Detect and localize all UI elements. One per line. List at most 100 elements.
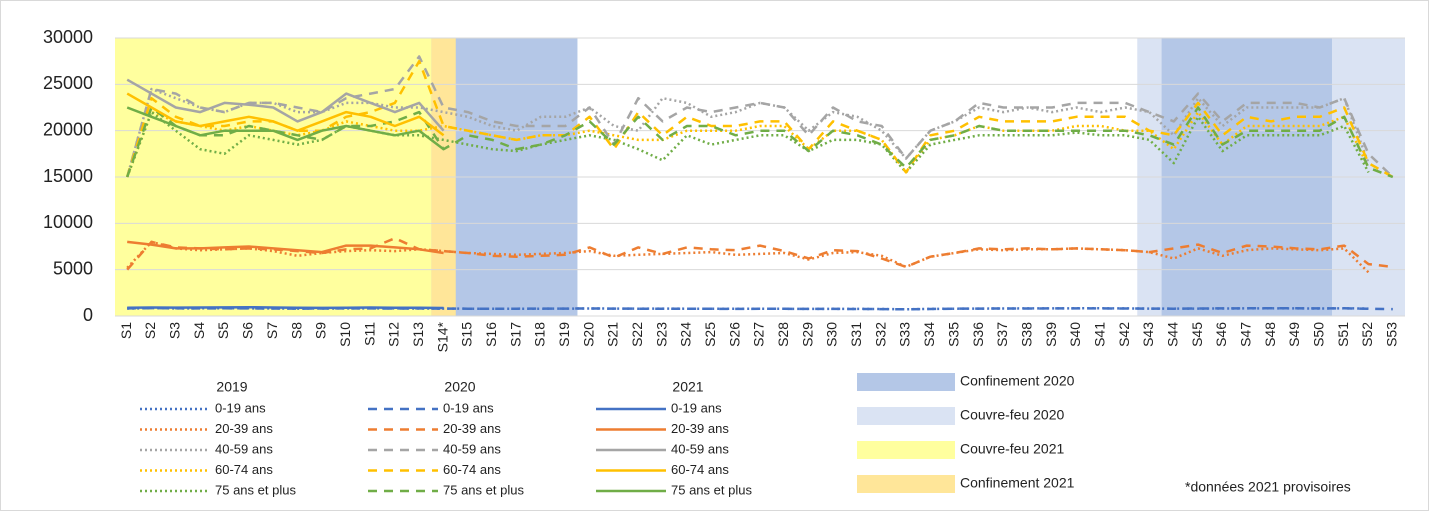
x-tick-label: S46 (1213, 322, 1229, 347)
x-tick-label: S9 (313, 322, 329, 339)
x-tick-label: S30 (824, 322, 840, 347)
legend-label: Confinement 2021 (960, 475, 1075, 491)
x-tick-label: S27 (751, 322, 767, 347)
legend-label: 60-74 ans (671, 462, 729, 477)
x-tick-label: S52 (1359, 322, 1375, 347)
y-tick-label: 20000 (43, 119, 93, 139)
x-tick-label: S28 (775, 322, 791, 347)
x-tick-label: S18 (532, 322, 548, 347)
x-tick-label: S42 (1116, 322, 1132, 347)
series-line (126, 92, 445, 137)
x-tick-label: S15 (459, 322, 475, 347)
x-tick-label: S12 (386, 322, 402, 347)
series-line (126, 78, 445, 132)
x-tick-label: S22 (629, 322, 645, 347)
x-tick-label: S39 (1043, 322, 1059, 347)
legend: 2019 0-19 ans 20-39 ans 40-59 ans 60-74 ans 7… (140, 373, 1075, 497)
legend-label: Confinement 2020 (960, 373, 1075, 389)
labels: 0 5000 10000 15000 20000 25000 30000 S1 S2 S3 S4 S5… (43, 27, 1400, 353)
x-tick-label: S44 (1164, 322, 1180, 347)
y-tick-label: 15000 (43, 166, 93, 186)
x-tick-label: S45 (1189, 322, 1205, 347)
x-tick-label: S29 (799, 322, 815, 347)
x-tick-label: S19 (556, 322, 572, 347)
series-line (126, 106, 1394, 179)
legend-label: 20-39 ans (215, 421, 273, 436)
x-tick-label: S3 (167, 322, 183, 339)
legend-label: 75 ans et plus (215, 482, 296, 497)
legend-label: 40-59 ans (443, 441, 501, 456)
x-tick-label: S26 (726, 322, 742, 347)
x-tick-label: S6 (240, 322, 256, 339)
legend-label: 40-59 ans (671, 441, 729, 456)
legend-label: Couvre-feu 2020 (960, 407, 1065, 423)
legend-header: 2019 (216, 379, 247, 395)
x-tick-label: S32 (872, 322, 888, 347)
x-tick-label: S37 (994, 322, 1010, 347)
series-line (126, 236, 1393, 271)
legend-label: 60-74 ans (215, 462, 273, 477)
x-tick-label: S43 (1140, 322, 1156, 347)
x-tick-label: S11 (361, 322, 377, 346)
legend-swatch (857, 441, 955, 459)
legend-label: 75 ans et plus (443, 482, 524, 497)
legend-label: 75 ans et plus (671, 482, 752, 497)
y-tick-label: 0 (83, 305, 93, 325)
x-tick-label: S35 (945, 322, 961, 347)
legend-header: 2020 (444, 379, 475, 395)
legend-label: 0-19 ans (671, 400, 722, 415)
series-line (127, 240, 444, 255)
x-tick-label: S20 (580, 322, 596, 347)
x-tick-label: S10 (337, 322, 353, 347)
x-tick-label: S5 (215, 322, 231, 339)
x-tick-label: S53 (1384, 322, 1400, 347)
x-tick-label: S2 (142, 322, 158, 339)
series-line (126, 106, 445, 151)
x-tick-label: S51 (1335, 322, 1351, 347)
legend-header: 2021 (672, 379, 703, 395)
x-tick-label: S48 (1262, 322, 1278, 347)
legend-swatch (857, 475, 955, 493)
x-tick-label: S40 (1067, 322, 1083, 347)
x-tick-label: S34 (921, 322, 937, 347)
legend-swatch (857, 407, 955, 425)
series-line (125, 87, 1370, 178)
legend-label: 20-39 ans (443, 421, 501, 436)
x-tick-label: S24 (678, 322, 694, 347)
x-tick-label: S1 (118, 322, 134, 339)
series-line (126, 110, 1370, 178)
x-tick-label: S36 (970, 322, 986, 347)
x-tick-label: S49 (1286, 322, 1302, 347)
x-tick-label: S50 (1311, 322, 1327, 347)
x-tick-label: S41 (1091, 322, 1107, 347)
x-tick-label: S21 (605, 322, 621, 347)
grid (115, 37, 1405, 317)
legend-label: Couvre-feu 2021 (960, 441, 1065, 457)
x-tick-label: S7 (264, 322, 280, 339)
y-tick-label: 10000 (43, 212, 93, 232)
footnote: *données 2021 provisoires (1185, 479, 1351, 495)
series-line (126, 59, 1394, 179)
x-tick-label: S25 (702, 322, 718, 347)
x-tick-label: S17 (507, 322, 523, 347)
x-tick-label: S14* (434, 321, 450, 352)
series-line (126, 240, 1370, 274)
legend-label: 0-19 ans (443, 400, 494, 415)
x-tick-label: S31 (848, 322, 864, 347)
y-tick-label: 25000 (43, 73, 93, 93)
x-tick-label: S47 (1237, 322, 1253, 347)
x-tick-label: S23 (653, 322, 669, 347)
x-tick-label: S13 (410, 322, 426, 347)
legend-swatch (857, 373, 955, 391)
x-tick-label: S33 (897, 322, 913, 347)
legend-label: 60-74 ans (443, 462, 501, 477)
x-tick-label: S16 (483, 322, 499, 347)
lines (125, 55, 1394, 311)
legend-label: 0-19 ans (215, 400, 266, 415)
y-tick-label: 5000 (53, 258, 93, 278)
x-tick-label: S38 (1018, 322, 1034, 347)
x-tick-label: S8 (288, 322, 304, 339)
legend-label: 40-59 ans (215, 441, 273, 456)
x-tick-label: S4 (191, 322, 207, 339)
